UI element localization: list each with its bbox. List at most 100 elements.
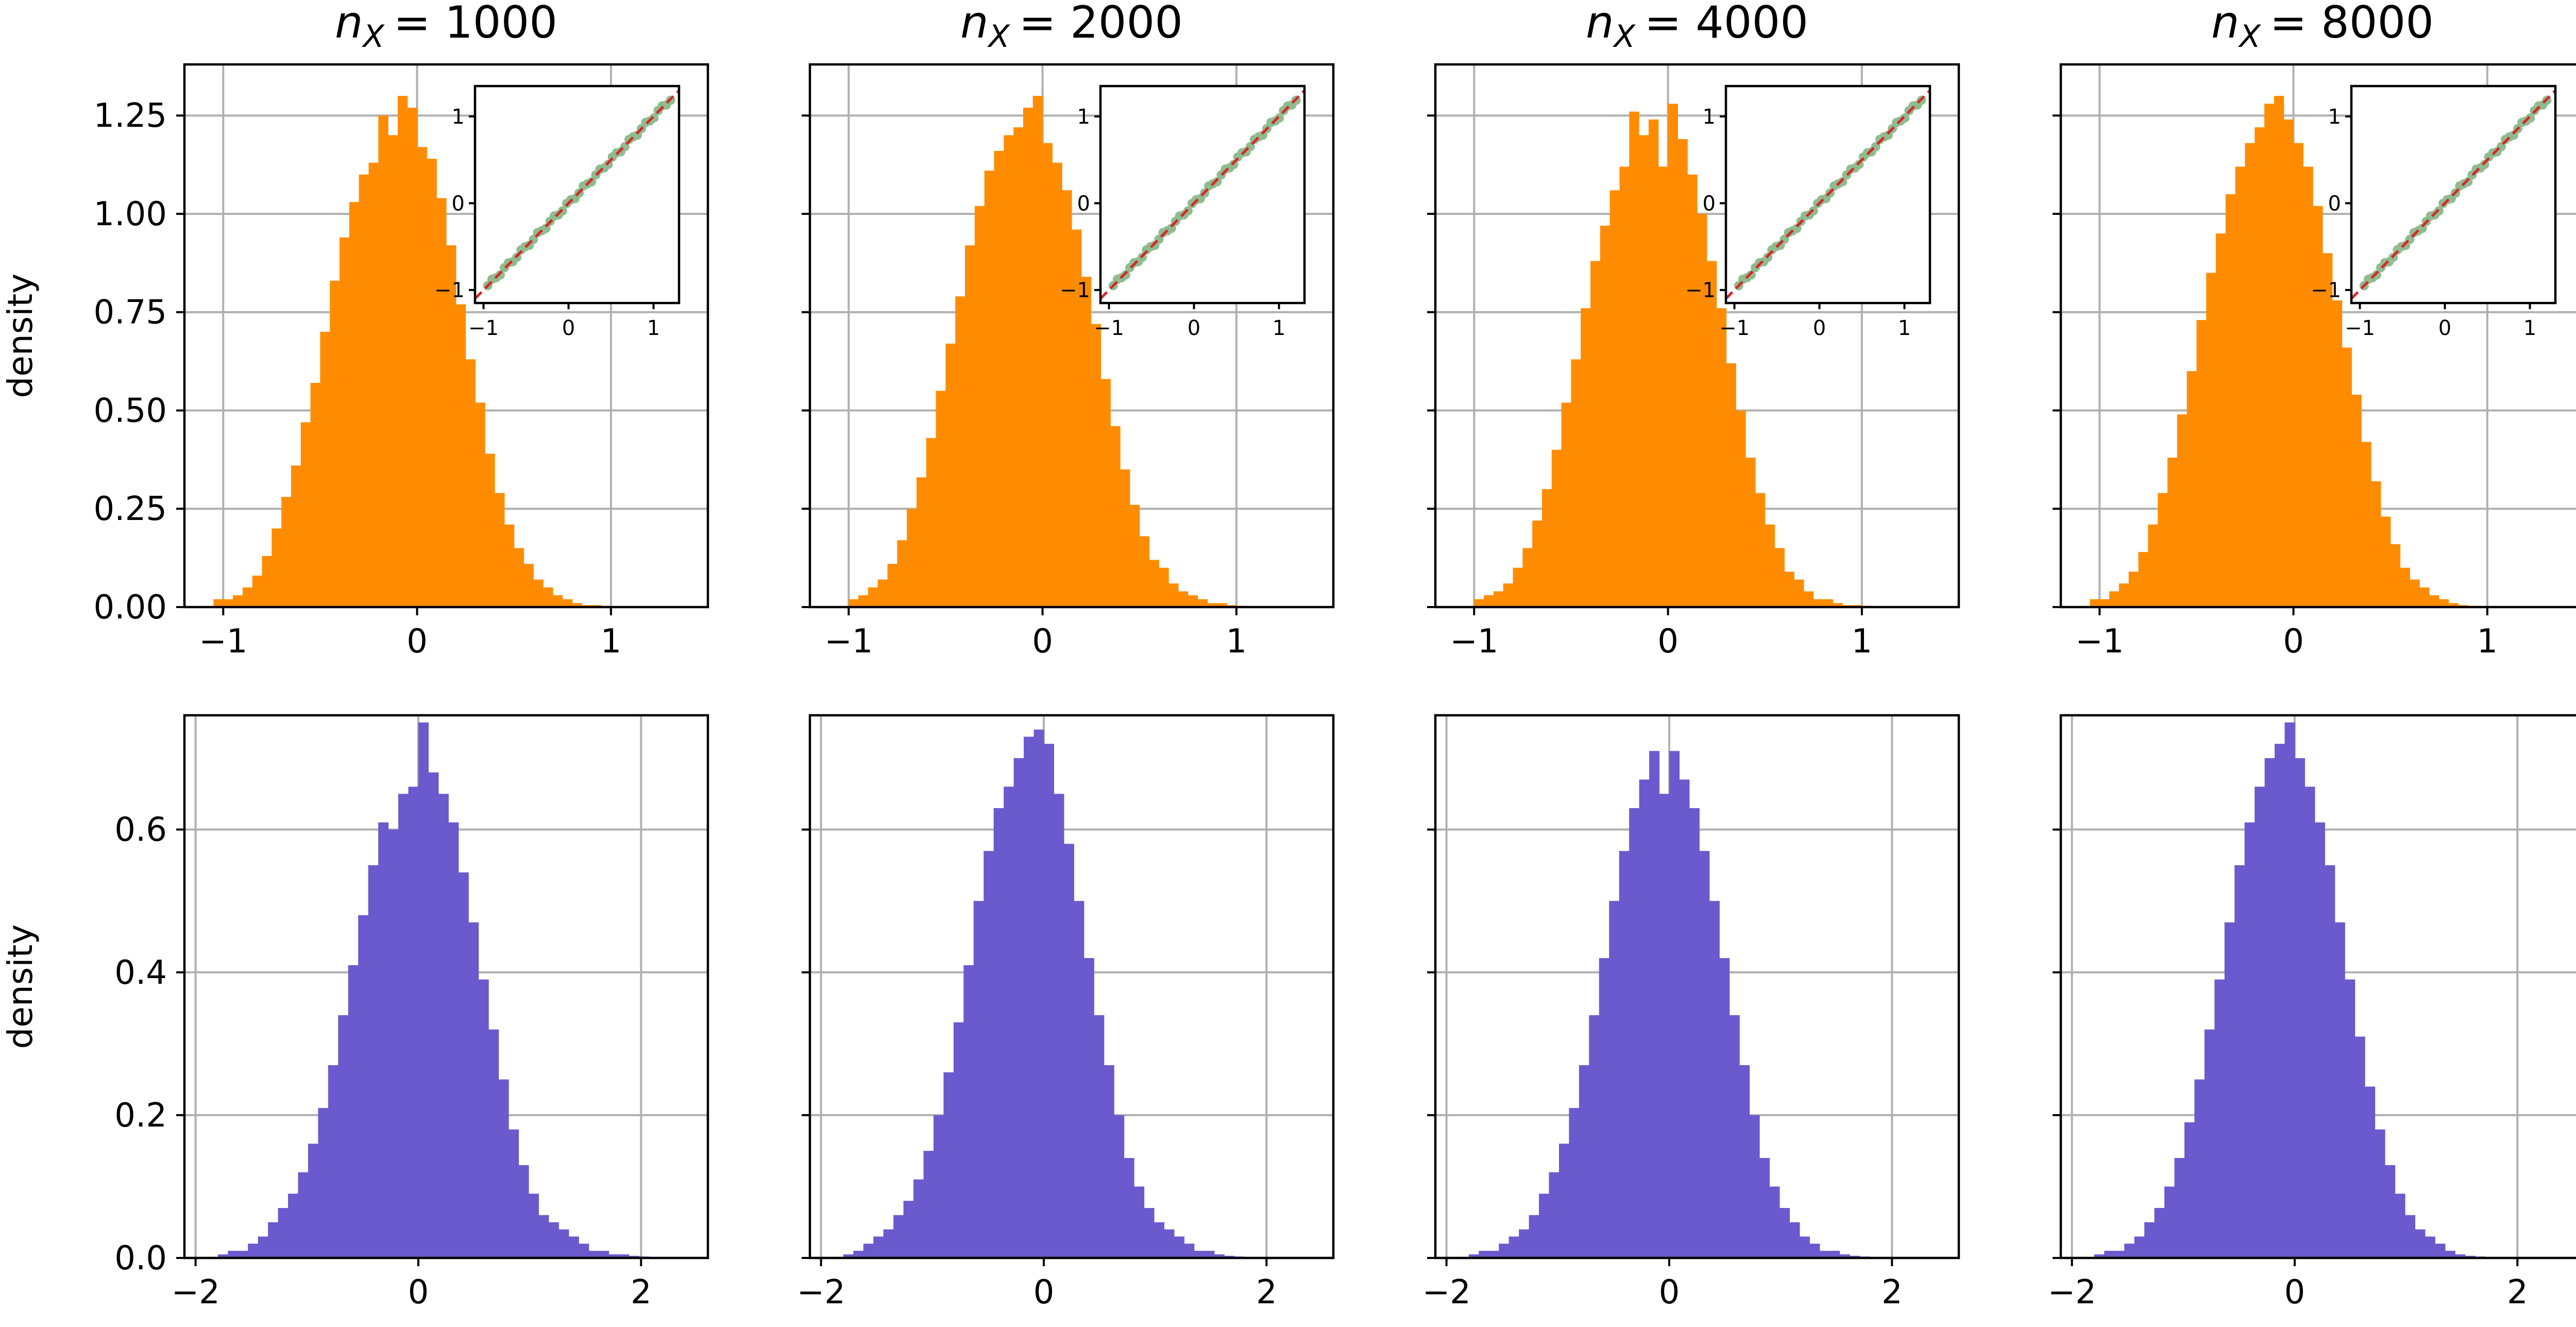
histogram-bar: [523, 564, 534, 607]
qq-y-tick-label: 1: [452, 105, 465, 129]
qq-reference-line: [1725, 89, 1931, 300]
histogram-bar: [548, 1222, 559, 1258]
histogram-bar: [943, 1072, 954, 1258]
y-tick-label: 0.00: [94, 589, 167, 627]
histogram-bar: [1042, 143, 1053, 607]
histogram-bar: [2314, 822, 2325, 1258]
histogram-bar: [2438, 599, 2449, 607]
histogram-bar: [2225, 194, 2236, 608]
qq-y-tick-label: 1: [1703, 105, 1716, 129]
histogram-bar: [1639, 135, 1649, 607]
qq-frame: [473, 85, 681, 305]
histogram-bar: [1639, 779, 1650, 1258]
qq-y-tick-label: 1: [1077, 105, 1090, 129]
histogram-bar: [1468, 1254, 1479, 1258]
histogram-bar: [1043, 744, 1055, 1258]
x-tick-label: 2: [631, 1273, 652, 1312]
x-tick-label: 1: [1226, 623, 1247, 661]
histogram-bar: [572, 603, 583, 607]
histogram-bar: [418, 722, 429, 1258]
qq-point: [1121, 270, 1130, 280]
histogram-bar: [262, 556, 272, 607]
qq-y-tick-label: −1: [1685, 279, 1716, 303]
histogram-bar: [2204, 1029, 2215, 1258]
histogram-bar: [1739, 1065, 1750, 1258]
qq-y-tick-label: −1: [1060, 279, 1090, 303]
x-tick-label: 1: [2477, 623, 2498, 661]
qq-x-tick-label: 1: [2523, 316, 2536, 340]
histogram-bar: [349, 202, 360, 608]
panel-bottom-4000: −2 0 2: [1422, 714, 1960, 1312]
histogram-bar: [1599, 958, 1609, 1258]
x-tick-label: −1: [199, 623, 247, 661]
histogram-bar: [2345, 979, 2355, 1258]
histogram-bar: [465, 359, 476, 607]
histogram-bar: [1839, 1254, 1850, 1258]
histogram-bar: [318, 1108, 329, 1258]
histogram-bar: [2283, 119, 2294, 608]
title-value: = 4000: [1645, 0, 1808, 48]
histogram-bar: [1013, 127, 1024, 607]
histogram-bar: [2435, 1244, 2446, 1258]
histogram-bar: [358, 915, 369, 1258]
histogram-bar: [568, 1236, 579, 1258]
histogram-bar: [579, 1244, 589, 1258]
histogram-bar: [458, 872, 469, 1258]
qq-frame: [2350, 85, 2557, 305]
histogram-bar: [242, 587, 253, 607]
y-axis-label: density: [1, 925, 40, 1049]
histogram-bar: [281, 497, 292, 607]
qq-point: [1900, 113, 1910, 123]
histogram-bar: [1474, 599, 1484, 607]
histogram-bar: [2334, 922, 2345, 1258]
histogram-bar: [1759, 1158, 1770, 1258]
histogram-bar: [984, 171, 995, 607]
histogram-bar: [2148, 524, 2158, 607]
histogram-bar: [1484, 595, 1494, 607]
histogram-bar: [368, 162, 379, 607]
histogram-bar: [1519, 1229, 1530, 1258]
histogram-bar: [427, 159, 437, 607]
histogram-bar: [1013, 758, 1024, 1258]
histogram-bar: [2361, 442, 2371, 607]
histogram-bar: [1571, 359, 1581, 607]
histogram-bar: [887, 564, 897, 607]
histogram-bar: [2128, 572, 2139, 607]
histogram-bar: [485, 453, 495, 607]
histogram-bar: [2429, 595, 2439, 607]
qq-x-tick-label: −1: [2345, 316, 2375, 340]
histogram-bar: [2425, 1236, 2435, 1258]
histogram-bar: [953, 1022, 964, 1258]
histogram-bar: [1197, 599, 1208, 607]
x-tick-label: 0: [2284, 1273, 2306, 1312]
y-tick-label: 0.75: [94, 294, 167, 332]
histogram-bar: [1569, 1108, 1580, 1258]
histogram-bar: [268, 1222, 279, 1258]
histogram-bar: [2390, 544, 2401, 607]
histogram-bar: [893, 1215, 904, 1258]
histogram-bar: [1736, 410, 1746, 607]
qq-y-tick-label: 0: [1703, 192, 1716, 215]
panel-bottom-8000: −2 0 2: [2047, 714, 2576, 1312]
qq-inset: −1−1 0 0 1 1: [1060, 85, 1306, 340]
histogram-bar: [1023, 107, 1033, 607]
histogram-bar: [1600, 225, 1611, 607]
histogram-bar: [1668, 104, 1678, 608]
axes-frame: [1434, 714, 1960, 1259]
histogram-bar: [1729, 1015, 1740, 1258]
histogram-bar: [1168, 583, 1179, 607]
histogram-bar: [488, 1029, 499, 1258]
histogram-bar: [1214, 1254, 1225, 1258]
qq-reference-line: [1099, 89, 1306, 300]
histogram-bar: [538, 1215, 549, 1258]
qq-x-tick-label: −1: [468, 316, 499, 340]
histogram-bar: [2400, 567, 2410, 607]
histogram-bar: [2094, 1254, 2105, 1258]
histogram-bar: [1658, 166, 1669, 607]
histogram-bar: [2445, 1251, 2455, 1258]
histogram-bar: [455, 304, 466, 607]
histogram-bar: [984, 851, 994, 1258]
histogram-bar: [1589, 1015, 1600, 1258]
